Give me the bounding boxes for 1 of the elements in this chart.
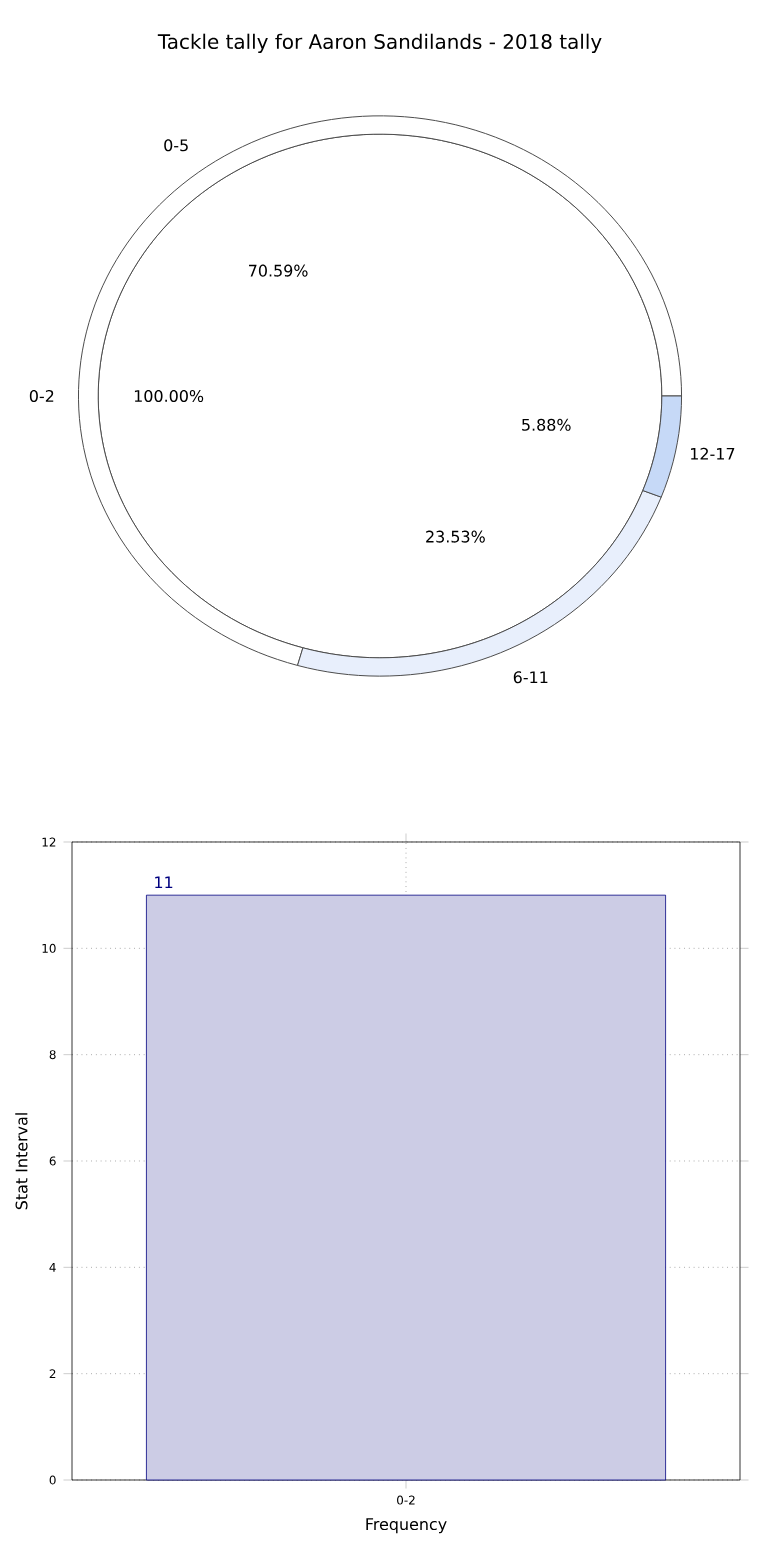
chart-title: Tackle tally for Aaron Sandilands - 2018 tally <box>157 33 602 53</box>
